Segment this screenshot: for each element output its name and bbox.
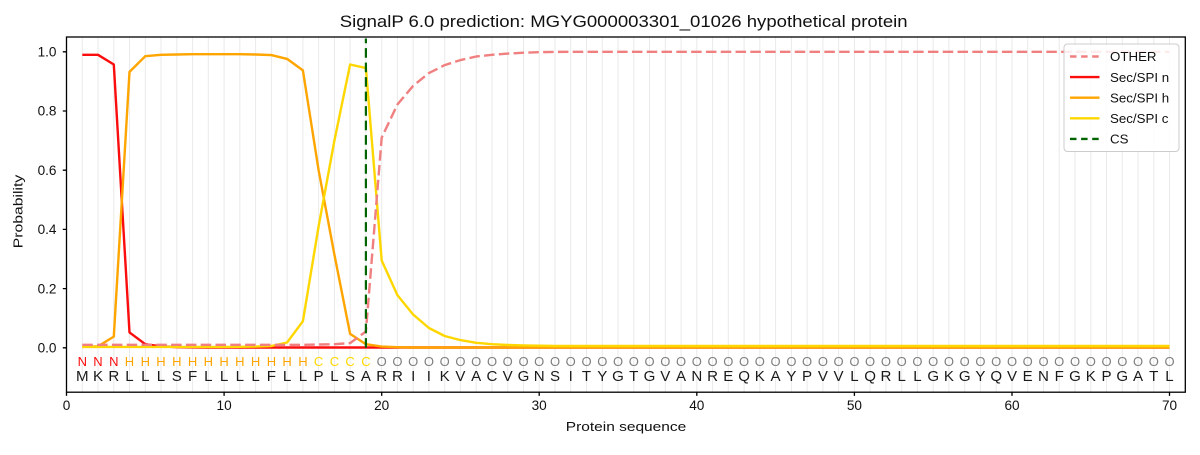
svg-text:30: 30 — [532, 398, 548, 413]
svg-text:40: 40 — [689, 398, 705, 413]
svg-text:20: 20 — [374, 398, 390, 413]
svg-text:Sec/SPI c: Sec/SPI c — [1110, 111, 1169, 126]
svg-text:0.6: 0.6 — [38, 163, 57, 178]
svg-text:0.8: 0.8 — [38, 104, 57, 119]
svg-text:0.4: 0.4 — [38, 222, 57, 237]
svg-text:SignalP 6.0 prediction: MGYG00: SignalP 6.0 prediction: MGYG000003301_01… — [340, 13, 908, 31]
svg-text:Protein sequence: Protein sequence — [566, 419, 687, 434]
svg-text:1.0: 1.0 — [38, 45, 57, 60]
svg-text:60: 60 — [1004, 398, 1020, 413]
svg-text:Sec/SPI h: Sec/SPI h — [1110, 90, 1169, 105]
svg-text:0.0: 0.0 — [38, 341, 57, 356]
svg-text:70: 70 — [1162, 398, 1178, 413]
svg-text:Sec/SPI n: Sec/SPI n — [1110, 70, 1169, 85]
svg-text:50: 50 — [847, 398, 863, 413]
svg-text:0.2: 0.2 — [38, 281, 57, 296]
svg-text:0: 0 — [63, 398, 71, 413]
svg-text:OTHER: OTHER — [1110, 49, 1157, 64]
svg-text:10: 10 — [217, 398, 233, 413]
svg-text:CS: CS — [1110, 132, 1129, 147]
svg-text:Probability: Probability — [11, 174, 26, 248]
